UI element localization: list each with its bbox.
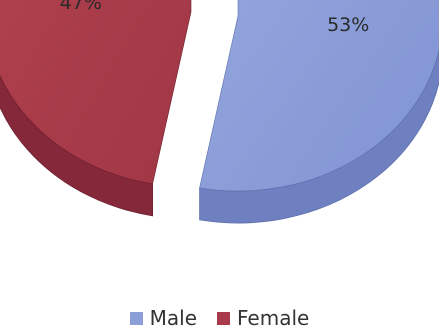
legend-swatch-female xyxy=(217,311,231,325)
legend: Male Female xyxy=(0,306,439,330)
legend-label-male: Male xyxy=(149,306,198,330)
pie-slice-female xyxy=(0,0,192,185)
data-label-male: 53% xyxy=(327,14,369,36)
legend-label-female: Female xyxy=(237,306,310,330)
legend-swatch-male xyxy=(129,311,143,325)
legend-item-male: Male xyxy=(129,306,198,330)
pie-slice-male xyxy=(199,0,439,192)
data-label-female: 47% xyxy=(60,0,102,14)
legend-item-female: Female xyxy=(217,306,309,330)
